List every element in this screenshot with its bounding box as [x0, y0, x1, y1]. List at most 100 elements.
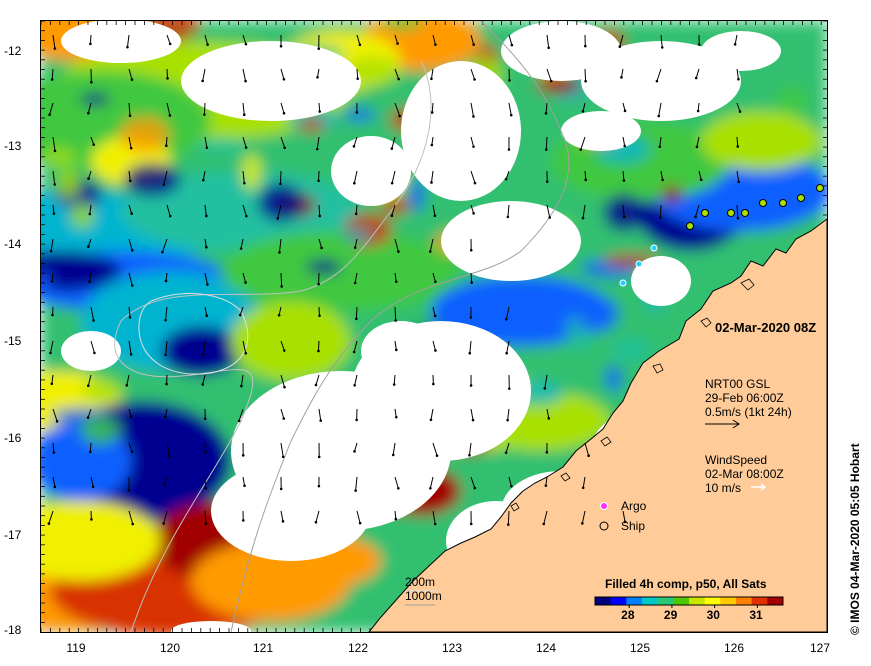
wind-arrow-head [473, 78, 476, 81]
wind-arrow-head [162, 522, 165, 525]
wind-arrow [659, 136, 662, 147]
wind-arrow-head [130, 450, 134, 454]
wind-arrow [580, 136, 586, 150]
argo-legend-label: Argo [621, 499, 647, 513]
wind-arrow-head [277, 313, 281, 317]
wind-arrow [354, 442, 358, 452]
argo-float-markers [619, 244, 658, 287]
wind-arrow [52, 476, 56, 488]
sst-patch [41, 251, 121, 291]
wind-arrow [89, 272, 92, 282]
wind-arrow-head [587, 454, 590, 458]
wind-arrow-head [237, 419, 241, 423]
wind-arrow-head [429, 418, 433, 422]
colorbar-swatch [689, 597, 706, 605]
argo-legend-symbol [600, 502, 608, 510]
colorbar-tick-marks [628, 605, 758, 608]
sst-patch [661, 185, 682, 204]
wind-arrow-head [86, 384, 90, 387]
colorbar-swatch [767, 597, 784, 605]
wind-arrow [315, 510, 320, 523]
wind-arrow [239, 306, 244, 316]
wind-arrow-head [355, 418, 358, 422]
wind-arrow [202, 374, 206, 385]
sst-map-canvas [41, 21, 827, 632]
wind-arrow-head [623, 144, 627, 148]
wind-arrow-head [352, 350, 356, 354]
wind-arrow [581, 510, 586, 524]
wind-arrow [164, 408, 168, 418]
wind-arrow-head [130, 284, 134, 287]
sst-patch [342, 108, 376, 122]
wind-arrow-head [655, 79, 659, 83]
wind-arrow [316, 136, 320, 150]
ship-position [797, 194, 805, 202]
wind-arrow [52, 34, 56, 49]
cloud-gap [211, 461, 371, 561]
wind-arrow-head [468, 453, 471, 457]
wind-arrow [658, 102, 662, 117]
wind-arrow-head [203, 113, 206, 116]
wind-arrow [394, 34, 399, 44]
colorbar-swatch [610, 597, 627, 605]
wind-arrow-head [244, 79, 247, 83]
wind-arrow [505, 170, 510, 180]
wind-arrow [126, 374, 130, 386]
wind-arrow-head [50, 280, 54, 283]
wind-arrow-head [544, 484, 548, 487]
colorbar-tick-label: 31 [749, 608, 763, 622]
wind-arrow [582, 476, 586, 488]
wind-arrow-head [584, 178, 588, 182]
wind-arrow-head [88, 280, 91, 284]
wind-arrow [318, 238, 323, 249]
wind-arrow [163, 170, 168, 185]
colorbar [594, 596, 784, 606]
wind-arrow-head [544, 148, 548, 151]
wind-arrow-head [429, 486, 432, 490]
wind-arrow-head [354, 212, 358, 216]
wind-arrow-head [282, 78, 286, 81]
wind-arrow-head [283, 385, 286, 389]
sst-patch [80, 414, 121, 445]
sst-map[interactable]: 02-Mar-2020 08Z NRT00 GSL 29-Feb 06:00Z … [40, 20, 828, 633]
wind-arrow [203, 102, 206, 115]
wind-arrow-head [319, 419, 323, 422]
wind-arrow-head [694, 76, 698, 80]
wind-arrow [736, 68, 739, 80]
sst-patch [221, 231, 461, 311]
wind-arrow [315, 374, 320, 386]
wind-arrow-head [581, 216, 585, 220]
wind-arrow-head [548, 216, 551, 219]
wind-arrow-head [281, 520, 285, 523]
wind-arrow [50, 238, 54, 252]
wind-arrow [87, 102, 92, 114]
wind-arrow [50, 340, 54, 353]
lon-tick-label: 121 [252, 641, 274, 655]
wind-arrow-head [202, 353, 205, 356]
wind-arrow [394, 306, 397, 321]
cloud-gap [581, 41, 741, 121]
colorbar-title: Filled 4h comp, p50, All Sats [605, 577, 767, 591]
wind-arrow-head [657, 114, 661, 118]
colorbar-swatch [720, 597, 737, 605]
wind-arrow-head [168, 42, 172, 46]
bathymetry-legend-1000m: 1000m [405, 589, 442, 603]
sst-patch [258, 183, 304, 223]
wind-arrow [468, 442, 472, 456]
wind-arrow [280, 136, 286, 148]
wind-arrow-head [53, 149, 57, 153]
wind-arrow-head [736, 216, 740, 220]
wind-arrow [242, 136, 247, 148]
wind-arrow-head [201, 383, 205, 386]
wind-arrow [90, 136, 95, 145]
wind-arrow [394, 68, 400, 80]
wind-arrow-head [87, 111, 90, 115]
wind-arrow [734, 34, 738, 45]
wind-arrow-head [125, 383, 129, 387]
wind-arrow [432, 442, 438, 456]
wind-arrow-head [244, 42, 248, 46]
wind-arrow-head [472, 145, 475, 148]
bathymetry-200m-contour [230, 21, 570, 632]
wind-arrow-head [205, 214, 208, 218]
colorbar-swatch [595, 597, 612, 605]
